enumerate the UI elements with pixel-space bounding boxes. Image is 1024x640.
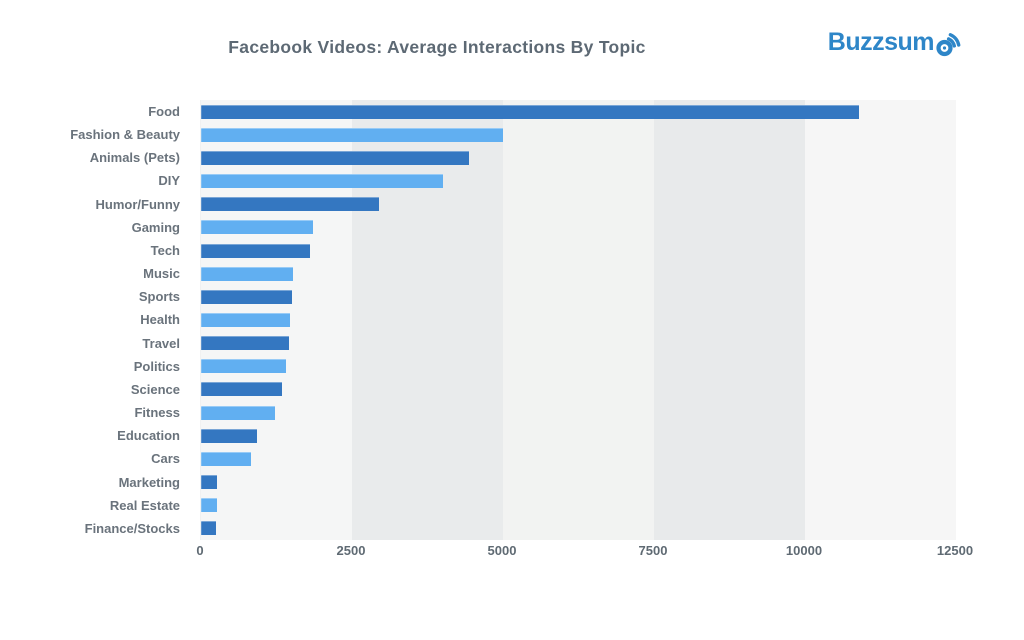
category-label: Fitness bbox=[134, 405, 180, 421]
bar-food[interactable] bbox=[201, 104, 860, 119]
category-label: Music bbox=[143, 266, 180, 282]
bar-marketing[interactable] bbox=[201, 475, 218, 490]
bar-education[interactable] bbox=[201, 428, 258, 443]
category-label: Cars bbox=[151, 451, 180, 467]
category-label: Science bbox=[130, 381, 180, 397]
category-label: Humor/Funny bbox=[95, 196, 181, 212]
category-labels: Food Fashion & Beauty Animals (Pets) DIY Hum… bbox=[0, 100, 190, 540]
category-label: Real Estate bbox=[109, 497, 180, 513]
bar-fashion-beauty[interactable] bbox=[201, 127, 503, 142]
x-axis: 0 2500 5000 7500 10000 12500 bbox=[196, 543, 973, 561]
category-label: Marketing bbox=[118, 474, 180, 490]
category-label: Travel bbox=[142, 335, 180, 351]
category-label: Politics bbox=[133, 358, 180, 374]
plot-band bbox=[805, 100, 956, 540]
x-tick-label: 7500 bbox=[638, 543, 668, 558]
x-tick-label: 12500 bbox=[936, 543, 974, 558]
category-label: Finance/Stocks bbox=[84, 520, 180, 536]
x-tick-label: 2500 bbox=[336, 543, 366, 558]
bar-cars[interactable] bbox=[201, 451, 252, 466]
category-label: Sports bbox=[138, 289, 180, 305]
bar-fitness[interactable] bbox=[201, 405, 276, 420]
bar-finance-stocks[interactable] bbox=[201, 521, 217, 536]
plot-band bbox=[503, 100, 654, 540]
category-label: Animals (Pets) bbox=[89, 150, 180, 166]
bar-science[interactable] bbox=[201, 382, 282, 397]
plot-band bbox=[654, 100, 805, 540]
x-tick-label: 10000 bbox=[785, 543, 823, 558]
category-label: Gaming bbox=[131, 219, 180, 235]
plot-area bbox=[200, 100, 956, 540]
bar-diy[interactable] bbox=[201, 174, 443, 189]
category-label: Health bbox=[140, 312, 180, 328]
bar-real-estate[interactable] bbox=[201, 498, 217, 513]
x-tick-label: 5000 bbox=[487, 543, 517, 558]
bar-tech[interactable] bbox=[201, 243, 310, 258]
signal-o-icon bbox=[936, 33, 961, 57]
bar-health[interactable] bbox=[201, 313, 291, 327]
buzzsumo-logo[interactable]: Buzzsum bbox=[828, 27, 968, 57]
bar-humor-funny[interactable] bbox=[201, 197, 380, 212]
category-label: Tech bbox=[150, 242, 180, 258]
bar-gaming[interactable] bbox=[201, 220, 314, 235]
bar-travel[interactable] bbox=[201, 336, 289, 351]
category-label: Food bbox=[148, 104, 180, 119]
category-label: Fashion & Beauty bbox=[70, 127, 180, 143]
chart-title: Facebook Videos: Average Interactions By… bbox=[228, 37, 646, 57]
category-label: Education bbox=[117, 428, 180, 444]
bar-politics[interactable] bbox=[201, 359, 286, 374]
x-tick-label: 0 bbox=[196, 543, 204, 558]
bar-music[interactable] bbox=[201, 266, 294, 281]
logo-text: Buzzsum bbox=[827, 28, 935, 56]
bar-animals-pets[interactable] bbox=[201, 150, 469, 165]
bar-sports[interactable] bbox=[201, 289, 292, 304]
plot-band bbox=[352, 100, 503, 540]
category-label: DIY bbox=[158, 173, 180, 189]
